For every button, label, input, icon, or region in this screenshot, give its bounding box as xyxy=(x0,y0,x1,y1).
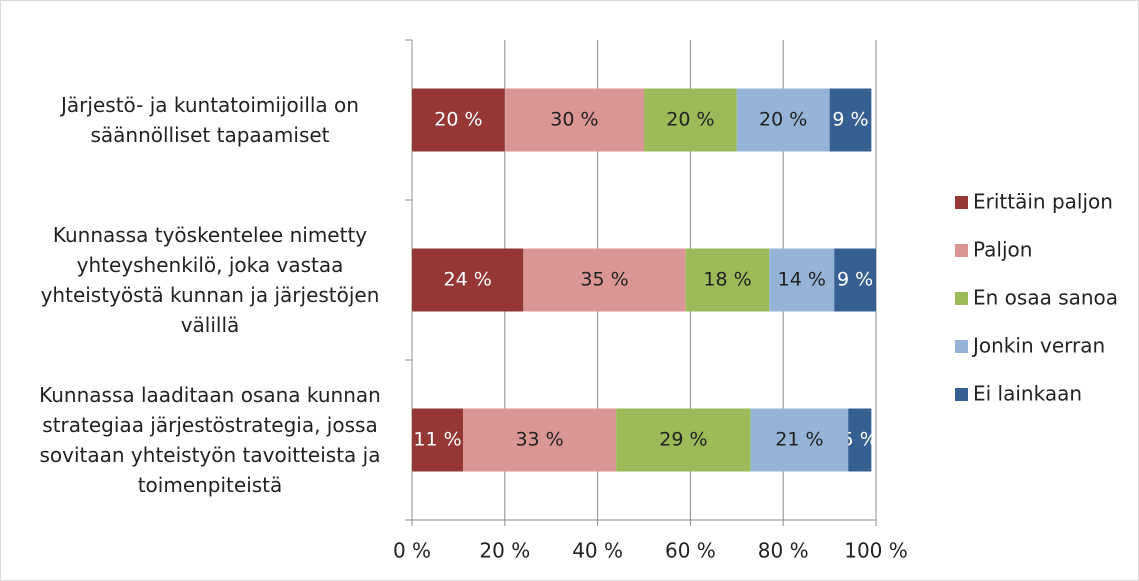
value-label: 20 % xyxy=(759,109,807,131)
value-label: 21 % xyxy=(775,429,823,451)
value-label: 9 % xyxy=(837,269,873,291)
bar-segment xyxy=(523,248,686,312)
y-tick-label: Kunnassa työskentelee nimetty yhteyshenk… xyxy=(40,223,380,337)
legend-label: En osaa sanoa xyxy=(973,286,1118,310)
bar-segment xyxy=(644,88,737,152)
legend-label: Paljon xyxy=(973,238,1032,262)
legend-swatch xyxy=(955,340,968,353)
x-tick-label: 0 % xyxy=(393,539,431,563)
bar-segment xyxy=(463,408,617,472)
bar-segment xyxy=(769,248,835,312)
value-label: 30 % xyxy=(550,109,598,131)
legend-swatch xyxy=(955,388,968,401)
value-label: 5 % xyxy=(842,429,878,451)
value-label: 24 % xyxy=(444,269,492,291)
value-label: 9 % xyxy=(832,109,868,131)
legend-label: Jonkin verran xyxy=(971,334,1105,358)
legend-swatch xyxy=(955,292,968,305)
bar-segment xyxy=(750,408,849,472)
bar-segment xyxy=(412,408,464,472)
x-tick-label: 60 % xyxy=(665,539,716,563)
bar-segment xyxy=(685,248,770,312)
value-label: 18 % xyxy=(703,269,751,291)
x-tick-label: 100 % xyxy=(844,539,908,563)
value-label: 20 % xyxy=(434,109,482,131)
bar-segment xyxy=(834,248,876,312)
y-tick-label: Järjestö- ja kuntatoimijoilla on säännöl… xyxy=(61,93,359,147)
bar-segment xyxy=(829,88,872,152)
bar-segment xyxy=(504,88,644,152)
x-tick-label: 80 % xyxy=(758,539,809,563)
x-tick-label: 40 % xyxy=(572,539,623,563)
value-label: 35 % xyxy=(580,269,628,291)
bar-segment xyxy=(736,88,830,152)
value-label: 33 % xyxy=(515,429,563,451)
bar-segment xyxy=(412,248,524,312)
x-tick-label: 20 % xyxy=(479,539,530,563)
legend-swatch xyxy=(955,244,968,257)
bar-segment xyxy=(616,408,751,472)
value-label: 14 % xyxy=(778,269,826,291)
value-label: 29 % xyxy=(659,429,707,451)
legend-label: Ei lainkaan xyxy=(973,382,1082,406)
legend-label: Erittäin paljon xyxy=(973,190,1113,214)
value-label: 11 % xyxy=(413,429,461,451)
legend-swatch xyxy=(955,196,968,209)
y-tick-label: Kunnassa laaditaan osana kunnan strategi… xyxy=(39,383,381,497)
bar-segment xyxy=(848,408,872,472)
value-label: 20 % xyxy=(666,109,714,131)
bar-segment xyxy=(412,88,505,152)
